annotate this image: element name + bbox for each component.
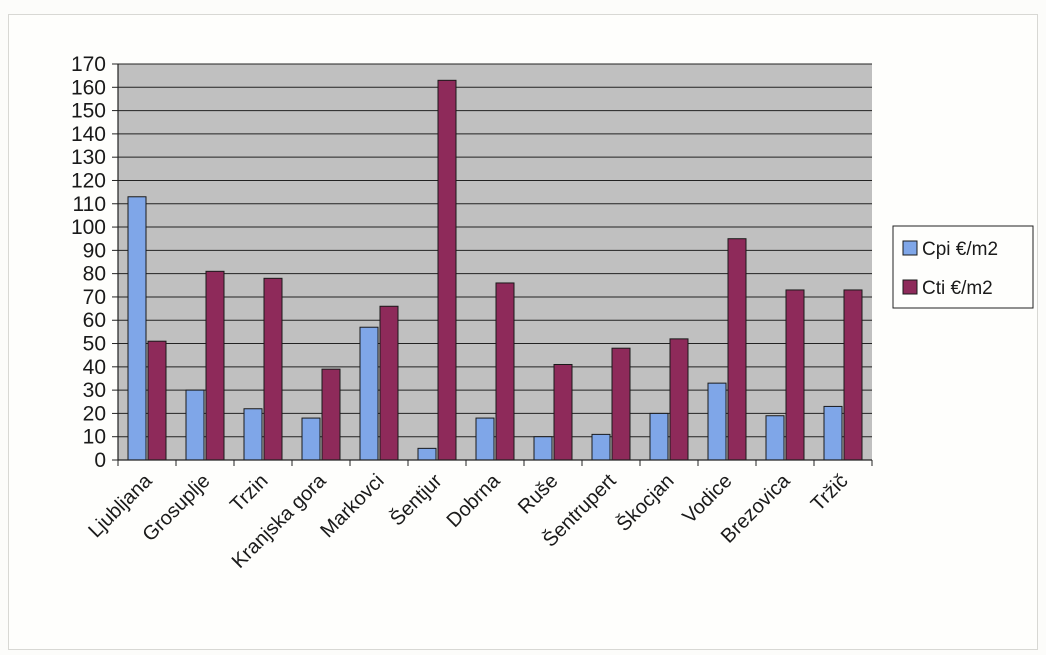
plot-area (118, 64, 872, 460)
x-category-label: Trzin (226, 470, 272, 516)
bar-cpi-12 (765, 415, 785, 461)
bar-cpi-11 (707, 382, 727, 461)
y-tick-label: 110 (73, 193, 106, 216)
bar-cti-5 (379, 305, 399, 461)
bar-cti-6 (437, 79, 457, 461)
y-tick-label: 120 (71, 169, 106, 192)
y-tick-label: 90 (83, 239, 106, 262)
y-tick-label: 140 (71, 123, 106, 146)
y-tick-label: 80 (83, 263, 106, 286)
y-tick-label: 170 (71, 53, 106, 76)
bar-cpi-6 (417, 447, 437, 461)
legend-swatch (902, 279, 918, 295)
bar-cti-7 (495, 282, 515, 461)
bar-cpi-9 (591, 433, 611, 461)
bar-cpi-10 (649, 412, 669, 461)
y-tick-label: 100 (71, 216, 106, 239)
y-tick-label: 40 (83, 356, 106, 379)
x-category-label: Ruše (514, 470, 563, 519)
bar-cti-1 (147, 340, 167, 461)
bar-cpi-2 (185, 389, 205, 461)
bar-cpi-3 (243, 408, 263, 461)
bar-cpi-5 (359, 326, 379, 461)
x-category-label: Škocjan (612, 469, 679, 536)
x-category-label: Tržič (807, 470, 853, 516)
bar-cpi-4 (301, 417, 321, 461)
x-category-label: Markovci (316, 470, 388, 542)
y-tick-label: 30 (83, 379, 106, 402)
bar-cti-9 (611, 347, 631, 461)
y-tick-label: 20 (83, 402, 106, 425)
bar-cti-8 (553, 363, 573, 461)
bar-cpi-13 (823, 405, 843, 461)
y-tick-labels: 0102030405060708090100110120130140150160… (71, 53, 106, 472)
bars (127, 79, 863, 461)
legend-label: Cpi €/m2 (922, 239, 998, 260)
y-tick-label: 50 (83, 333, 106, 356)
y-tick-label: 10 (83, 426, 106, 449)
y-tick-label: 150 (71, 100, 106, 123)
bar-cti-12 (785, 289, 805, 461)
bar-cti-10 (669, 338, 689, 461)
bar-cpi-7 (475, 417, 495, 461)
bar-cti-2 (205, 270, 225, 461)
y-tick-label: 130 (71, 146, 106, 169)
legend-swatch (902, 240, 918, 256)
bar-cti-3 (263, 277, 283, 461)
y-tick-label: 0 (94, 449, 106, 472)
legend: Cpi €/m2 Cti €/m2 (892, 225, 1034, 309)
axes (112, 63, 873, 466)
bar-cti-4 (321, 368, 341, 461)
bar-cti-11 (727, 238, 747, 461)
x-category-label: Dobrna (443, 469, 506, 532)
bar-cti-13 (843, 289, 863, 461)
bar-cpi-8 (533, 436, 553, 461)
bar-cpi-1 (127, 196, 147, 461)
legend-label: Cti €/m2 (922, 278, 993, 299)
y-tick-label: 70 (83, 286, 106, 309)
y-tick-label: 160 (71, 76, 106, 99)
x-category-label: Vodice (679, 470, 737, 528)
x-category-label: Šentjur (385, 469, 446, 530)
y-tick-label: 60 (83, 309, 106, 332)
